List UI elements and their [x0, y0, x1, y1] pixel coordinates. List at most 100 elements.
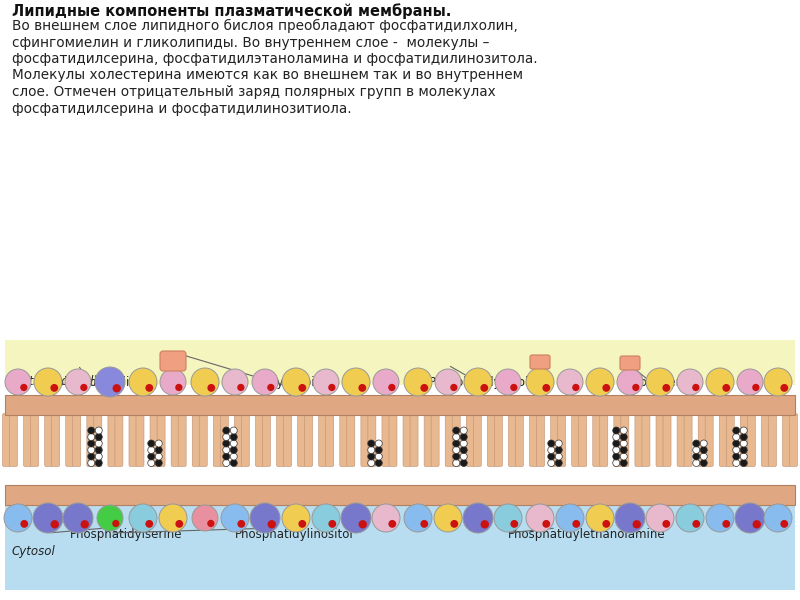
FancyBboxPatch shape	[346, 413, 354, 467]
Circle shape	[740, 433, 747, 440]
Circle shape	[34, 368, 62, 396]
FancyBboxPatch shape	[318, 413, 326, 467]
FancyBboxPatch shape	[150, 413, 158, 467]
Circle shape	[5, 369, 31, 395]
Circle shape	[542, 384, 550, 392]
Circle shape	[146, 384, 154, 392]
FancyBboxPatch shape	[262, 413, 270, 467]
Circle shape	[328, 384, 335, 391]
FancyBboxPatch shape	[30, 413, 38, 467]
Circle shape	[88, 460, 94, 467]
Circle shape	[620, 427, 627, 434]
Circle shape	[238, 384, 245, 391]
Circle shape	[81, 520, 89, 529]
Text: фосфатидилсерина и фосфатидилинозитиола.: фосфатидилсерина и фосфатидилинозитиола.	[12, 101, 352, 115]
Circle shape	[404, 504, 432, 532]
Circle shape	[613, 433, 620, 440]
Circle shape	[375, 453, 382, 460]
FancyBboxPatch shape	[537, 413, 545, 467]
Circle shape	[404, 368, 432, 396]
FancyBboxPatch shape	[705, 413, 713, 467]
FancyBboxPatch shape	[10, 413, 18, 467]
Circle shape	[375, 440, 382, 447]
Circle shape	[453, 446, 460, 454]
Text: Glycolipid: Glycolipid	[264, 376, 322, 389]
Text: Молекулы холестерина имеются как во внешнем так и во внутреннем: Молекулы холестерина имеются как во внеш…	[12, 68, 523, 82]
FancyBboxPatch shape	[558, 413, 566, 467]
Circle shape	[20, 520, 28, 528]
Circle shape	[646, 504, 674, 532]
Circle shape	[740, 427, 747, 434]
FancyBboxPatch shape	[446, 413, 454, 467]
FancyBboxPatch shape	[94, 413, 102, 467]
Circle shape	[620, 460, 627, 467]
Circle shape	[620, 440, 627, 447]
Circle shape	[88, 427, 94, 434]
Text: слое. Отмечен отрицательный заряд полярных групп в молекулах: слое. Отмечен отрицательный заряд полярн…	[12, 85, 496, 99]
FancyBboxPatch shape	[178, 413, 186, 467]
Circle shape	[733, 440, 740, 447]
Circle shape	[230, 460, 238, 467]
Circle shape	[620, 453, 627, 460]
Circle shape	[80, 384, 87, 391]
Circle shape	[460, 446, 467, 454]
Circle shape	[693, 440, 700, 447]
FancyBboxPatch shape	[242, 413, 250, 467]
Circle shape	[95, 453, 102, 460]
Circle shape	[510, 384, 518, 391]
Circle shape	[33, 503, 63, 533]
Circle shape	[753, 520, 761, 529]
FancyBboxPatch shape	[129, 413, 137, 467]
Circle shape	[620, 446, 627, 454]
FancyBboxPatch shape	[87, 413, 95, 467]
Text: фосфатидилсерина, фосфатидилэтаноламина и фосфатидилинозитола.: фосфатидилсерина, фосфатидилэтаноламина …	[12, 52, 538, 66]
Text: Липидные компоненты плазматической мембраны.: Липидные компоненты плазматической мембр…	[12, 3, 451, 19]
Circle shape	[700, 460, 707, 467]
Circle shape	[481, 520, 489, 529]
FancyBboxPatch shape	[614, 413, 622, 467]
Text: сфингомиелин и гликолипиды. Во внутреннем слое -  молекулы –: сфингомиелин и гликолипиды. Во внутренне…	[12, 35, 490, 49]
Circle shape	[780, 384, 788, 392]
Text: Phosphatidylinositol: Phosphatidylinositol	[235, 528, 354, 541]
Circle shape	[510, 520, 518, 528]
Circle shape	[95, 427, 102, 434]
Circle shape	[375, 446, 382, 454]
Circle shape	[693, 460, 700, 467]
Circle shape	[434, 504, 462, 532]
FancyBboxPatch shape	[410, 413, 418, 467]
FancyBboxPatch shape	[466, 413, 474, 467]
FancyBboxPatch shape	[361, 413, 369, 467]
Circle shape	[613, 453, 620, 460]
FancyBboxPatch shape	[487, 413, 495, 467]
FancyBboxPatch shape	[283, 413, 291, 467]
FancyBboxPatch shape	[2, 413, 10, 467]
FancyBboxPatch shape	[494, 413, 502, 467]
FancyBboxPatch shape	[160, 351, 186, 371]
FancyBboxPatch shape	[620, 356, 640, 370]
Text: Cholesterol: Cholesterol	[625, 376, 691, 389]
Circle shape	[207, 384, 215, 392]
FancyBboxPatch shape	[474, 413, 482, 467]
Circle shape	[63, 503, 93, 533]
Circle shape	[555, 446, 562, 454]
Circle shape	[342, 368, 370, 396]
FancyBboxPatch shape	[452, 413, 460, 467]
Circle shape	[613, 446, 620, 454]
Circle shape	[252, 369, 278, 395]
Circle shape	[602, 520, 610, 528]
Circle shape	[88, 446, 94, 454]
FancyBboxPatch shape	[747, 413, 755, 467]
Circle shape	[175, 520, 183, 528]
Circle shape	[267, 520, 276, 529]
Circle shape	[88, 453, 94, 460]
Circle shape	[222, 446, 230, 454]
Circle shape	[464, 368, 492, 396]
FancyBboxPatch shape	[635, 413, 643, 467]
Circle shape	[572, 520, 580, 528]
FancyBboxPatch shape	[340, 413, 348, 467]
Circle shape	[557, 369, 583, 395]
Circle shape	[450, 520, 458, 528]
Circle shape	[556, 504, 584, 532]
Circle shape	[572, 384, 579, 391]
Text: Phosphatidylcholine: Phosphatidylcholine	[429, 376, 547, 389]
